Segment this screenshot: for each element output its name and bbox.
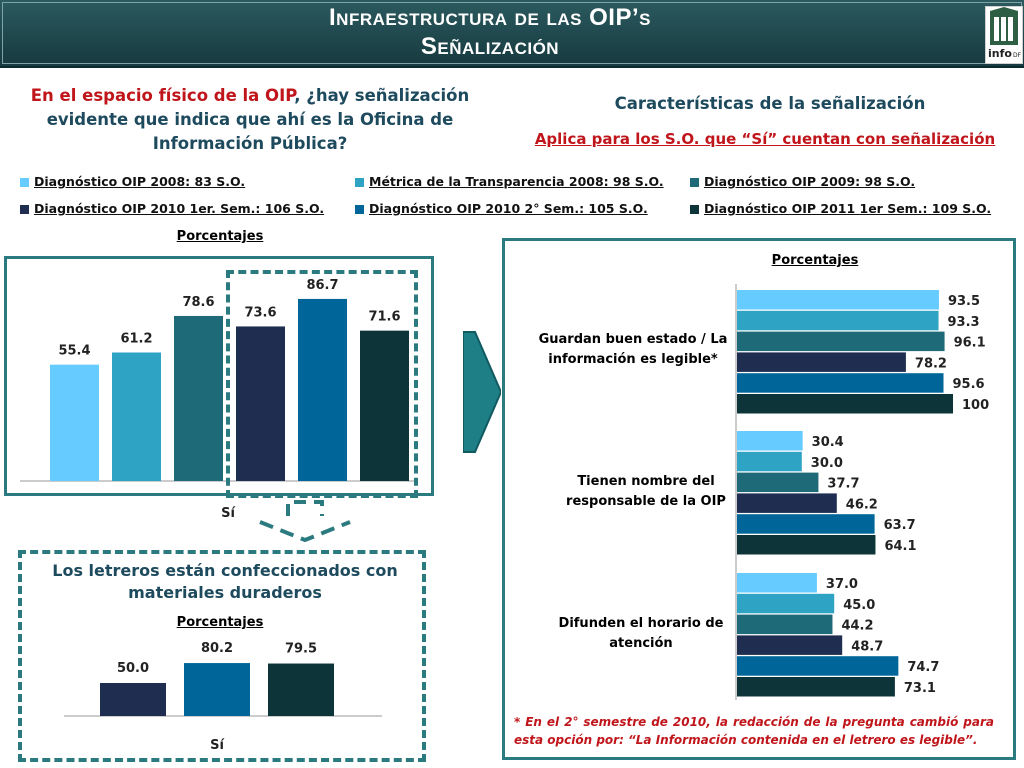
- main-bar-label-2: 78.6: [182, 295, 214, 310]
- legend-label-4: Diagnóstico OIP 2010 2° Sem.: 105 S.O.: [369, 201, 648, 216]
- materials-chart-title: Porcentajes: [176, 615, 264, 630]
- infodf-logo: info DF: [985, 6, 1023, 64]
- footnote: * En el 2° semestre de 2010, la redacció…: [514, 715, 994, 747]
- h-bar-2-4: [737, 656, 899, 676]
- main-bar-4: [298, 298, 347, 481]
- h-bar-0-5: [737, 394, 953, 414]
- materials-note: Los letreros están confeccionados con ma…: [52, 561, 398, 602]
- main-chart-title: Porcentajes: [176, 229, 264, 244]
- h-bar-label-2-5: 73.1: [904, 681, 936, 696]
- question-text: En el espacio físico de la OIP, ¿hay señ…: [30, 84, 470, 156]
- materials-bar-2: [268, 663, 334, 716]
- h-bar-label-2-3: 48.7: [851, 639, 883, 654]
- main-bar-label-0: 55.4: [58, 344, 90, 359]
- h-bar-label-1-2: 37.7: [827, 477, 859, 492]
- materials-frame: [18, 550, 426, 762]
- h-category-label-0: Guardan buen estado / La información es …: [538, 332, 728, 367]
- materials-bar-label-0: 50.0: [117, 661, 149, 676]
- h-bar-2-5: [737, 677, 895, 697]
- h-bar-0-4: [737, 373, 944, 393]
- h-bar-label-0-5: 100: [962, 398, 989, 413]
- main-chart-frame: [4, 256, 434, 496]
- legend-label-5: Diagnóstico OIP 2011 1er Sem.: 109 S.O.: [704, 201, 992, 216]
- logo-text: info: [988, 47, 1012, 60]
- main-chart-category-label: Sí: [221, 506, 236, 521]
- h-bar-label-0-4: 95.6: [952, 377, 984, 392]
- h-bar-label-1-3: 46.2: [846, 497, 878, 512]
- h-bar-2-3: [737, 635, 843, 655]
- h-bar-label-2-0: 37.0: [826, 577, 858, 592]
- logo-sup: DF: [1013, 52, 1022, 59]
- question-rest-part: , ¿hay señalización evidente que indica …: [46, 86, 470, 153]
- materials-chart-category-label: Sí: [210, 738, 225, 753]
- question-red-part: En el espacio físico de la OIP: [30, 86, 295, 105]
- h-bar-label-0-3: 78.2: [915, 356, 947, 371]
- h-bar-label-1-1: 30.0: [811, 456, 843, 471]
- legend-label-1: Métrica de la Transparencia 2008: 98 S.O…: [369, 174, 664, 189]
- legend-swatch-4: [355, 205, 364, 214]
- h-bar-0-1: [737, 310, 939, 331]
- h-bar-label-2-4: 74.7: [907, 660, 939, 675]
- h-bar-1-2: [737, 472, 819, 493]
- building-icon: info DF: [988, 7, 1022, 60]
- legend-swatch-0: [20, 178, 29, 187]
- h-bar-1-1: [737, 451, 802, 472]
- materials-bar-0: [100, 683, 166, 716]
- h-category-label-2: Difunden el horario de atención: [558, 616, 724, 651]
- legend-swatch-2: [690, 178, 699, 187]
- h-bar-label-2-2: 44.2: [841, 619, 873, 634]
- h-bar-label-1-0: 30.4: [812, 435, 844, 450]
- highlight-dashed-box: [226, 270, 418, 498]
- main-bar-label-4: 86.7: [306, 278, 338, 293]
- h-bar-1-0: [737, 431, 803, 451]
- h-bar-2-0: [737, 573, 817, 593]
- dashed-connector: [259, 500, 351, 543]
- h-bar-label-0-2: 96.1: [954, 336, 986, 351]
- legend-swatch-3: [20, 205, 29, 214]
- header-banner: Infraestructura de las OIP’s Señalizació…: [0, 0, 1024, 68]
- h-bar-1-5: [737, 535, 876, 555]
- right-arrow-icon: [463, 331, 501, 453]
- h-bar-label-0-0: 93.5: [948, 294, 980, 309]
- legend-swatch-1: [355, 178, 364, 187]
- h-bar-2-1: [737, 593, 835, 614]
- characteristics-chart-title: Porcentajes: [771, 253, 859, 268]
- characteristics-chart-frame: [502, 238, 1016, 760]
- materials-bar-label-1: 80.2: [201, 641, 233, 656]
- materials-bar-1: [184, 663, 250, 716]
- main-bar-3: [236, 326, 285, 481]
- h-bar-label-0-1: 93.3: [948, 315, 980, 330]
- main-bar-0: [50, 364, 99, 481]
- page-title-line1: Infraestructura de las OIP’s: [329, 4, 651, 31]
- main-bar-label-5: 71.6: [368, 310, 400, 325]
- main-bar-5: [360, 330, 409, 481]
- legend-label-3: Diagnóstico OIP 2010 1er. Sem.: 106 S.O.: [34, 201, 325, 216]
- h-category-label-1: Tienen nombre del responsable de la OIP: [566, 474, 726, 509]
- page-title-line2: Señalización: [420, 33, 560, 60]
- h-bar-1-3: [737, 493, 837, 513]
- h-bar-1-4: [737, 514, 875, 534]
- characteristics-title: Características de la señalización: [614, 94, 926, 113]
- h-bar-label-1-5: 64.1: [884, 539, 916, 554]
- h-bar-2-2: [737, 614, 833, 635]
- legend-label-2: Diagnóstico OIP 2009: 98 S.O.: [704, 174, 916, 189]
- h-bar-label-2-1: 45.0: [843, 598, 875, 613]
- h-bar-0-2: [737, 331, 945, 352]
- legend-label-0: Diagnóstico OIP 2008: 83 S.O.: [34, 174, 246, 189]
- h-bar-0-3: [737, 352, 906, 372]
- main-bar-label-1: 61.2: [120, 331, 152, 346]
- legend-swatch-5: [690, 205, 699, 214]
- main-bar-2: [174, 315, 223, 481]
- materials-bar-label-2: 79.5: [285, 642, 317, 657]
- main-bar-label-3: 73.6: [244, 305, 276, 320]
- h-bar-0-0: [737, 290, 939, 310]
- characteristics-subtitle: Aplica para los S.O. que “Sí” cuentan co…: [534, 130, 996, 148]
- main-bar-1: [112, 352, 161, 481]
- h-bar-label-1-4: 63.7: [884, 518, 916, 533]
